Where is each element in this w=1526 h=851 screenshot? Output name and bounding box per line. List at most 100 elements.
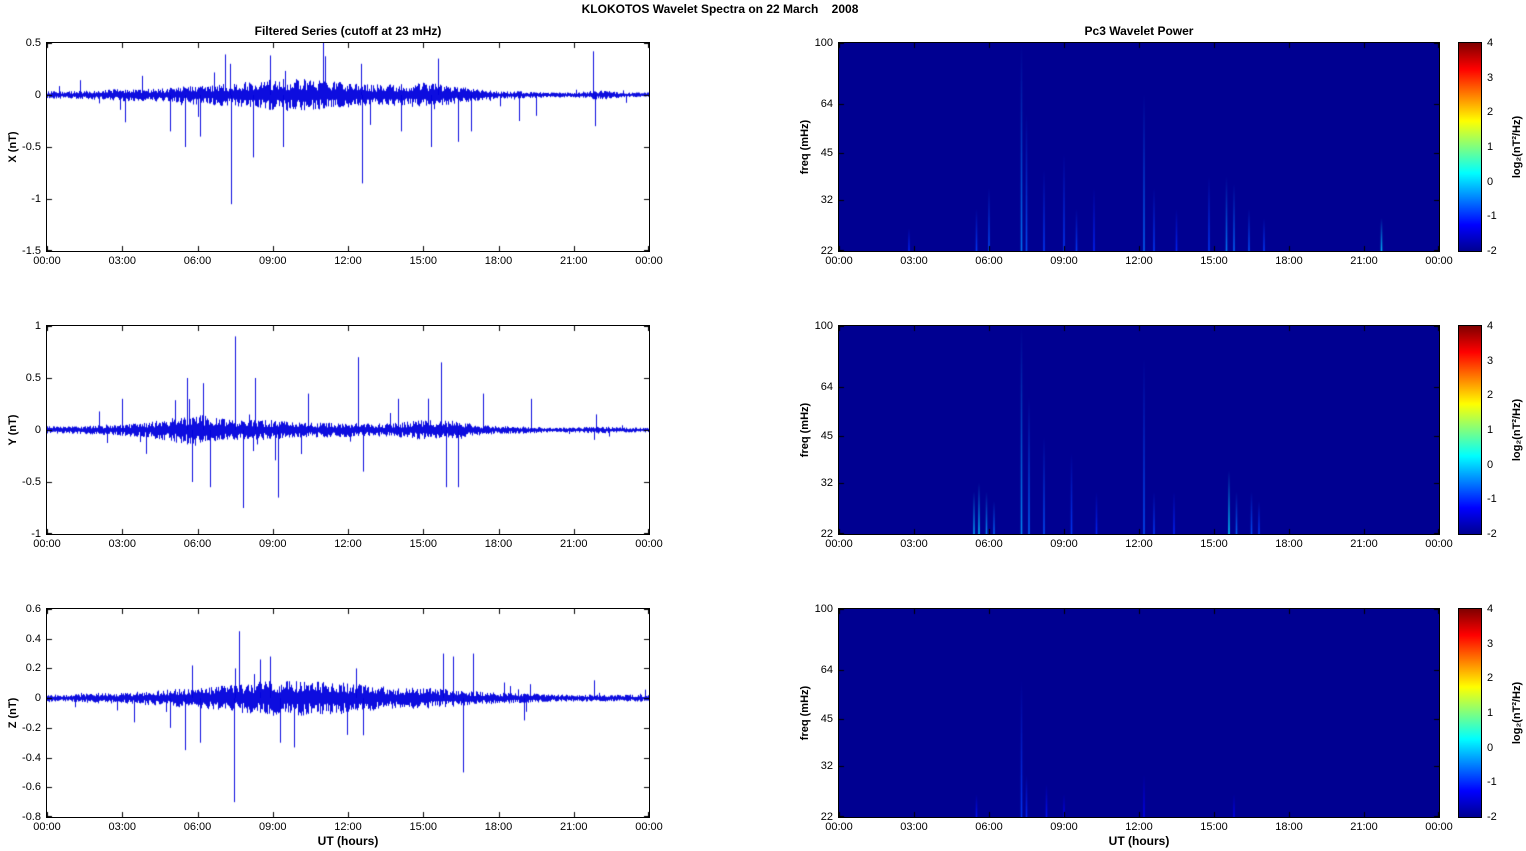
colorbar-tick-label: 4 bbox=[1487, 37, 1494, 49]
colorbar-y: log₂(nT²/Hz) 4 3 2 1 0 -1 -2 bbox=[1458, 320, 1523, 540]
freq-axis-label-3: freq (mHz) bbox=[799, 685, 811, 741]
y-tick-label: 45 bbox=[820, 712, 833, 725]
x-tick-label: 00:00 bbox=[1425, 821, 1453, 833]
x-tick-label: 03:00 bbox=[900, 821, 928, 833]
colorbar-label-2: log₂(nT²/Hz) bbox=[1511, 398, 1523, 462]
x-tick-label: 00:00 bbox=[825, 821, 853, 833]
colorbar-tick-label: 0 bbox=[1487, 741, 1494, 754]
x-series-plot bbox=[47, 43, 649, 251]
y-tick-label: -0.4 bbox=[22, 751, 41, 764]
x-tick-label: 18:00 bbox=[484, 538, 513, 550]
x-wavelet-plot bbox=[839, 43, 1439, 251]
panel-x-series: Filtered Series (cutoff at 23 mHz) X (nT… bbox=[7, 24, 663, 267]
colorbar-label-3: log₂(nT²/Hz) bbox=[1511, 681, 1523, 745]
y-tick-label: 0 bbox=[34, 692, 41, 705]
x-tick-label: 09:00 bbox=[1050, 255, 1078, 267]
x-tick-label: 00:00 bbox=[635, 821, 663, 833]
x-tick-label: 12:00 bbox=[1125, 538, 1153, 550]
colorbar-tick-label: 0 bbox=[1487, 175, 1494, 188]
panel-y-wavelet: freq (mHz) 00:00 03:00 06:00 09:00 12:00 15:0… bbox=[799, 320, 1453, 550]
y-tick-label: 45 bbox=[820, 429, 833, 442]
x-tick-label: 12:00 bbox=[334, 821, 362, 833]
x-tick-label: 09:00 bbox=[1050, 538, 1078, 550]
x-tick-label: 21:00 bbox=[559, 538, 588, 550]
y-tick-label: 32 bbox=[820, 476, 833, 489]
y-tick-label: -0.5 bbox=[22, 476, 41, 488]
colorbar-tick-label: -1 bbox=[1487, 776, 1497, 789]
x-tick-label: 03:00 bbox=[108, 255, 137, 267]
x-tick-label: 00:00 bbox=[33, 538, 61, 550]
y-series-plot bbox=[47, 326, 649, 534]
colorbar-gradient-2 bbox=[1459, 326, 1481, 534]
colorbar-tick-label: -1 bbox=[1487, 493, 1497, 506]
y-tick-label: 32 bbox=[820, 193, 833, 206]
y-axis-label-z: Z (nT) bbox=[7, 697, 19, 729]
y-tick-label: 100 bbox=[814, 603, 833, 615]
x-tick-label: 09:00 bbox=[258, 255, 287, 267]
x-tick-label: 21:00 bbox=[1350, 821, 1378, 833]
x-tick-label: 21:00 bbox=[1350, 255, 1378, 267]
panel-x-wavelet: Pc3 Wavelet Power freq (mHz) 00:00 03:00 0… bbox=[799, 24, 1453, 267]
x-axis-label-left: UT (hours) bbox=[317, 834, 379, 848]
colorbar-tick-label: 2 bbox=[1487, 106, 1494, 119]
y-tick-label: -0.5 bbox=[22, 141, 41, 153]
colorbar-tick-label: -2 bbox=[1487, 245, 1497, 257]
panel-y-series: Y (nT) 00:00 03:00 06:00 09:00 12:00 15:00 18:… bbox=[7, 320, 663, 550]
x-tick-label: 00:00 bbox=[635, 255, 663, 267]
colorbar-tick-label: -2 bbox=[1487, 811, 1497, 823]
freq-axis-label-1: freq (mHz) bbox=[799, 119, 811, 175]
z-series-plot bbox=[47, 609, 649, 817]
y-tick-label: 64 bbox=[820, 98, 833, 111]
y-tick-label: 100 bbox=[814, 320, 833, 332]
colorbar-gradient-3 bbox=[1459, 609, 1481, 817]
colorbar-tick-label: 0 bbox=[1487, 458, 1494, 471]
x-tick-label: 18:00 bbox=[484, 255, 513, 267]
x-tick-label: 21:00 bbox=[559, 255, 588, 267]
y-tick-label: 0.6 bbox=[25, 603, 41, 615]
x-tick-label: 09:00 bbox=[258, 538, 287, 550]
colorbar-tick-label: 1 bbox=[1487, 424, 1494, 436]
y-tick-label: 45 bbox=[820, 146, 833, 159]
x-tick-label: 06:00 bbox=[975, 538, 1003, 550]
colorbar-tick-label: 4 bbox=[1487, 603, 1494, 615]
x-tick-label: 18:00 bbox=[1275, 255, 1303, 267]
y-tick-label: 64 bbox=[820, 381, 833, 394]
x-tick-label: 15:00 bbox=[409, 821, 438, 833]
colorbar-label-1: log₂(nT²/Hz) bbox=[1511, 115, 1523, 179]
x-tick-label: 06:00 bbox=[975, 821, 1003, 833]
x-tick-label: 00:00 bbox=[33, 821, 61, 833]
colorbar-tick-label: 1 bbox=[1487, 141, 1494, 153]
y-tick-label: -1 bbox=[31, 193, 41, 205]
x-tick-label: 00:00 bbox=[825, 255, 853, 267]
panel-title-wavelet-power: Pc3 Wavelet Power bbox=[1084, 24, 1194, 38]
colorbar-tick-label: -2 bbox=[1487, 528, 1497, 540]
x-tick-label: 12:00 bbox=[1125, 255, 1153, 267]
y-tick-label: 0.2 bbox=[25, 662, 41, 675]
x-tick-label: 03:00 bbox=[108, 821, 137, 833]
y-tick-label: -1 bbox=[31, 528, 41, 540]
x-tick-label: 15:00 bbox=[1200, 538, 1228, 550]
x-tick-label: 00:00 bbox=[635, 538, 663, 550]
x-tick-label: 06:00 bbox=[183, 538, 212, 550]
x-tick-label: 12:00 bbox=[334, 538, 362, 550]
colorbar-tick-label: 1 bbox=[1487, 707, 1494, 719]
x-tick-label: 15:00 bbox=[1200, 821, 1228, 833]
y-axis-label-y: Y (nT) bbox=[7, 414, 19, 446]
y-tick-label: 1 bbox=[34, 320, 41, 332]
x-tick-label: 18:00 bbox=[1275, 538, 1303, 550]
y-tick-label: -0.8 bbox=[22, 811, 41, 823]
x-tick-label: 12:00 bbox=[1125, 821, 1153, 833]
y-tick-label: 64 bbox=[820, 664, 833, 677]
panel-z-wavelet: freq (mHz) UT (hours) 00:00 03:00 06:00 09:… bbox=[799, 603, 1453, 848]
y-tick-label: 22 bbox=[820, 528, 833, 540]
z-wavelet-plot bbox=[839, 609, 1439, 817]
x-tick-label: 06:00 bbox=[975, 255, 1003, 267]
colorbar-tick-label: 3 bbox=[1487, 354, 1494, 367]
y-tick-label: -0.2 bbox=[22, 721, 41, 734]
colorbar-tick-label: 3 bbox=[1487, 637, 1494, 650]
x-tick-label: 18:00 bbox=[1275, 821, 1303, 833]
y-tick-label: -0.6 bbox=[22, 781, 41, 794]
colorbar-tick-label: 2 bbox=[1487, 672, 1494, 685]
colorbar-z: log₂(nT²/Hz) 4 3 2 1 0 -1 -2 bbox=[1458, 603, 1523, 823]
x-tick-label: 15:00 bbox=[1200, 255, 1228, 267]
